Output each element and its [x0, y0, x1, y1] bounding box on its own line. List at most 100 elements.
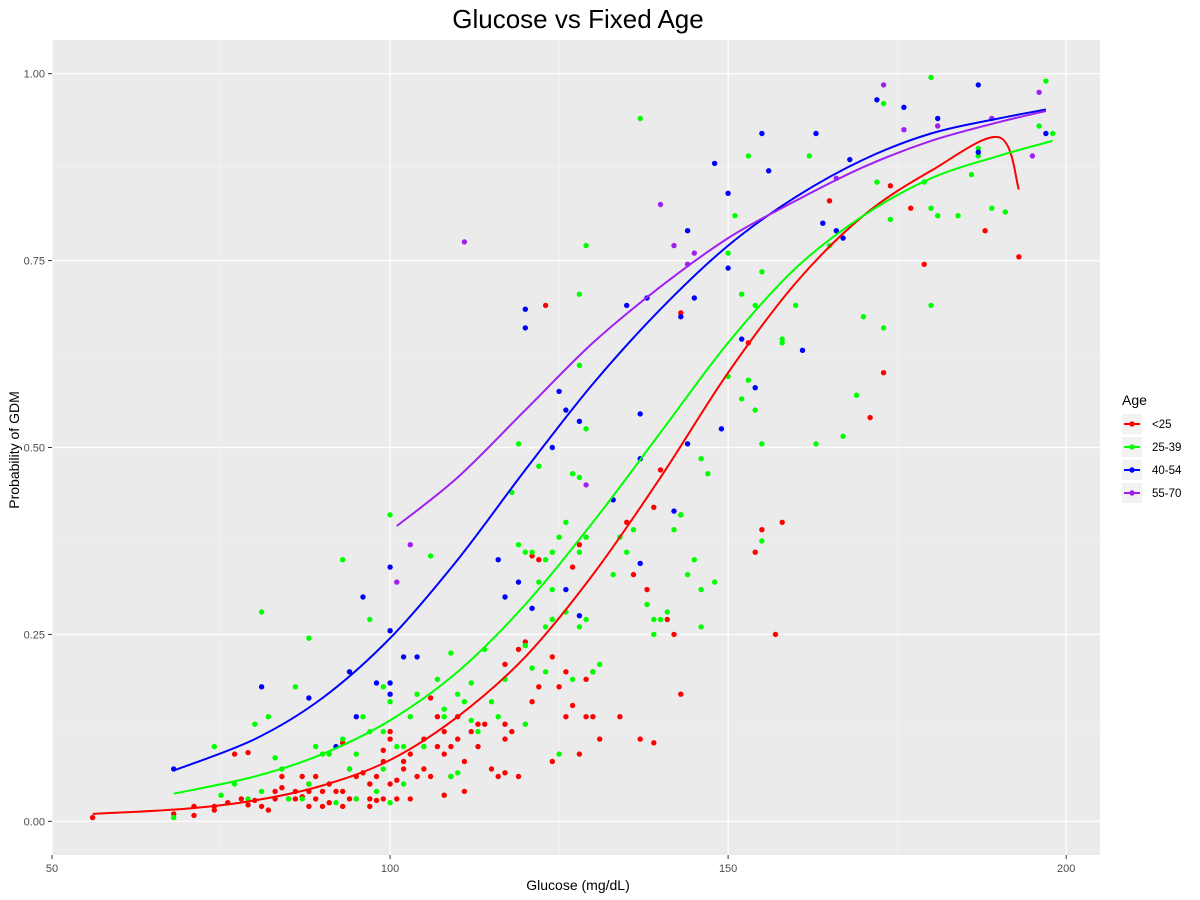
data-point	[1029, 153, 1036, 159]
data-point	[678, 310, 684, 316]
x-tick-label: 150	[719, 863, 737, 875]
data-point	[651, 631, 657, 638]
data-point	[502, 721, 508, 727]
data-point	[461, 699, 468, 705]
data-point	[637, 115, 643, 122]
y-tick-label: 0.75	[24, 256, 45, 268]
data-point	[536, 463, 542, 469]
data-point	[407, 796, 413, 802]
data-point	[502, 770, 508, 776]
data-point	[583, 482, 589, 488]
data-point	[968, 171, 975, 178]
data-point	[651, 504, 657, 510]
data-point	[455, 691, 461, 697]
data-point	[698, 586, 704, 593]
data-point	[434, 743, 441, 750]
data-point	[955, 213, 961, 219]
data-point	[387, 728, 393, 735]
data-point	[563, 407, 569, 413]
data-point	[319, 803, 326, 810]
data-point	[549, 549, 555, 555]
data-point	[313, 773, 319, 780]
x-tick-label: 200	[1057, 863, 1075, 875]
data-point	[238, 796, 244, 802]
series-line-1	[92, 136, 1020, 815]
data-point	[495, 714, 501, 720]
data-point	[299, 773, 305, 780]
y-axis-title: Probability of GDM	[6, 391, 22, 508]
data-point	[901, 127, 907, 133]
data-point	[874, 179, 880, 185]
data-point	[360, 594, 366, 600]
data-point	[590, 714, 596, 720]
data-point	[495, 557, 501, 563]
data-point	[394, 743, 400, 750]
data-point	[421, 743, 427, 750]
data-point	[793, 302, 799, 309]
data-point	[441, 751, 447, 757]
data-point	[826, 198, 833, 204]
data-point	[718, 426, 725, 432]
data-point	[617, 714, 623, 720]
data-point	[434, 714, 441, 720]
data-point	[576, 418, 583, 424]
data-point	[211, 807, 217, 813]
data-point	[346, 669, 353, 675]
data-point	[475, 743, 481, 750]
data-point	[569, 471, 576, 477]
data-point	[367, 616, 373, 623]
data-point	[549, 444, 555, 451]
data-point	[759, 527, 765, 533]
data-point	[171, 811, 177, 817]
data-point	[495, 773, 501, 780]
data-point	[928, 205, 934, 211]
data-point	[935, 123, 941, 129]
data-point	[759, 538, 765, 544]
series-points-3	[171, 82, 1049, 772]
data-point	[874, 97, 880, 103]
data-point	[394, 579, 400, 585]
data-point	[522, 642, 528, 649]
data-point	[529, 665, 535, 671]
data-point	[414, 773, 420, 780]
data-point	[292, 796, 299, 802]
data-point	[353, 714, 359, 720]
data-point	[975, 82, 981, 88]
data-point	[475, 728, 481, 735]
data-point	[752, 302, 758, 309]
data-point	[989, 205, 995, 211]
data-point	[840, 235, 846, 241]
data-point	[759, 130, 765, 137]
data-point	[272, 788, 278, 795]
data-point	[1043, 78, 1049, 84]
data-point	[326, 800, 332, 806]
chart-title: Glucose vs Fixed Age	[452, 4, 703, 34]
data-point	[529, 605, 535, 611]
data-point	[745, 377, 752, 383]
data-point	[448, 650, 454, 656]
data-point	[306, 635, 312, 641]
data-point	[536, 684, 542, 690]
data-point	[569, 676, 576, 682]
data-point	[597, 661, 603, 667]
data-point	[461, 758, 468, 765]
x-tick-label: 100	[381, 863, 399, 875]
series-line-4	[396, 110, 1047, 527]
data-point	[427, 553, 434, 559]
legend-item: <25	[1122, 414, 1172, 434]
y-axis: 0.00 0.25 0.50 0.75 1.00	[24, 69, 52, 828]
data-point	[732, 213, 738, 219]
data-point	[813, 441, 819, 447]
data-point	[367, 781, 373, 787]
data-point	[400, 654, 407, 660]
data-point	[461, 239, 468, 245]
data-point	[387, 699, 393, 705]
data-point	[542, 302, 549, 309]
data-point	[427, 695, 434, 701]
data-point	[799, 347, 806, 353]
series-points-2	[171, 74, 1056, 821]
legend-point	[1129, 467, 1135, 473]
data-point	[637, 736, 643, 742]
data-point	[529, 553, 535, 559]
